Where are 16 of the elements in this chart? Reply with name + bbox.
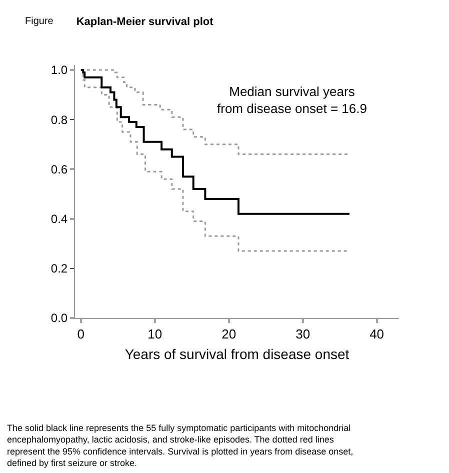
y-tick-label: 0.0 xyxy=(50,311,68,326)
x-axis-title: Years of survival from disease onset xyxy=(124,346,350,362)
x-tick-label: 40 xyxy=(370,326,384,342)
text: Figure xyxy=(25,16,54,27)
x-tick-label: 10 xyxy=(148,326,162,342)
chart-title: Kaplan-Meier survival plot xyxy=(76,16,214,28)
y-tick-label: 0.8 xyxy=(50,112,68,127)
text: The solid black line represents the 55 fully symptomatic participants with mitochondrial encephalomyopathy, lactic acidosis, and stroke-like episodes. The dotted red lines represent the 95% confidence intervals. Survival is plotted in years from disease onset, defined by first seizure or stroke. xyxy=(7,423,354,468)
y-tick-label: 1.0 xyxy=(50,63,68,78)
x-tick-label: 30 xyxy=(296,326,310,342)
x-tick-label: 20 xyxy=(222,326,236,342)
annotation: Median survival years from disease onset = 16.9 xyxy=(217,84,367,116)
y-tick-label: 0.6 xyxy=(50,162,68,176)
x-tick-label: 0 xyxy=(77,326,85,342)
y-tick-label: 0.2 xyxy=(50,262,68,276)
y-tick-label: 0.4 xyxy=(50,212,68,226)
